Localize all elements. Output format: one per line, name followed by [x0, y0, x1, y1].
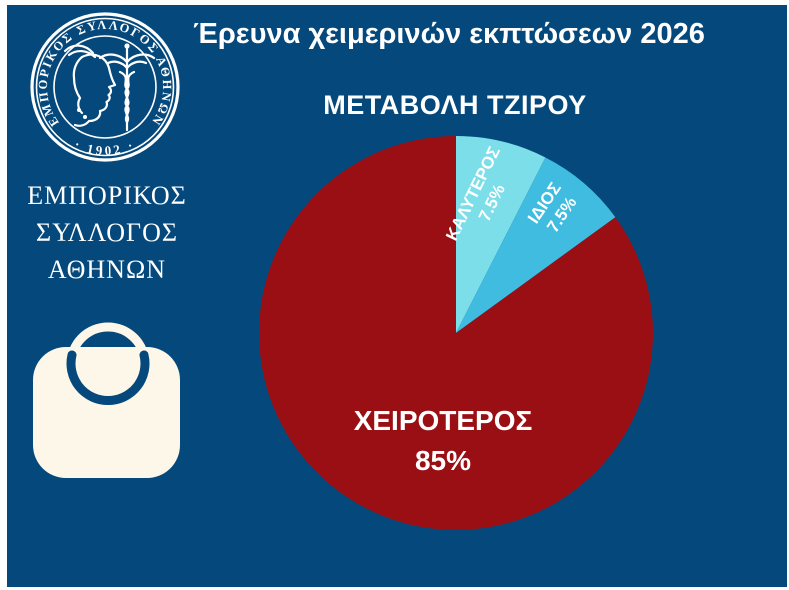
pie-chart: ΚΑΛΥΤΕΡΟΣ7.5% ΙΔΙΟΣ7.5%ΧΕΙΡΟΤΕΡΟΣ 85%	[258, 136, 653, 530]
org-name-line-3: ΑΘΗΝΩΝ	[47, 255, 167, 284]
chart-title: ΜΕΤΑΒΟΛΗ ΤΖΙΡΟΥ	[323, 90, 587, 120]
shopping-bag-icon	[33, 322, 180, 478]
page-title: Έρευνα χειμερινών εκπτώσεων 2026	[193, 18, 705, 50]
org-name: ΕΜΠΟΡΙΚΟΣ ΣΥΛΛΟΓΟΣ ΑΘΗΝΩΝ	[9, 177, 205, 288]
pie-slice-0	[456, 136, 546, 333]
pie-label-2: ΧΕΙΡΟΤΕΡΟΣ 85%	[354, 405, 533, 476]
slide-canvas: Έρευνα χειμερινών εκπτώσεων 2026 ΕΜΠΟΡΙΚ…	[7, 5, 787, 587]
bag-handle-inner	[66, 350, 150, 405]
org-name-line-2: ΣΥΛΛΟΓΟΣ	[36, 218, 178, 247]
seal-inner-ring	[53, 35, 157, 139]
bag-body	[33, 347, 180, 478]
org-name-line-1: ΕΜΠΟΡΙΚΟΣ	[27, 181, 187, 210]
hermes-head-art	[63, 43, 156, 132]
pie-slice-1	[456, 157, 616, 333]
hermes-seal-icon: ΕΜΠΟΡΙΚΟΣ ΣΥΛΛΟΓΟΣ ΑΘΗΝΩΝ · 1902 ·	[30, 12, 180, 162]
seal-outer-ring	[30, 12, 180, 162]
seal-mid-ring	[35, 17, 175, 157]
pie-slice-2	[258, 136, 653, 530]
seal-year-text: · 1902 ·	[72, 136, 138, 158]
